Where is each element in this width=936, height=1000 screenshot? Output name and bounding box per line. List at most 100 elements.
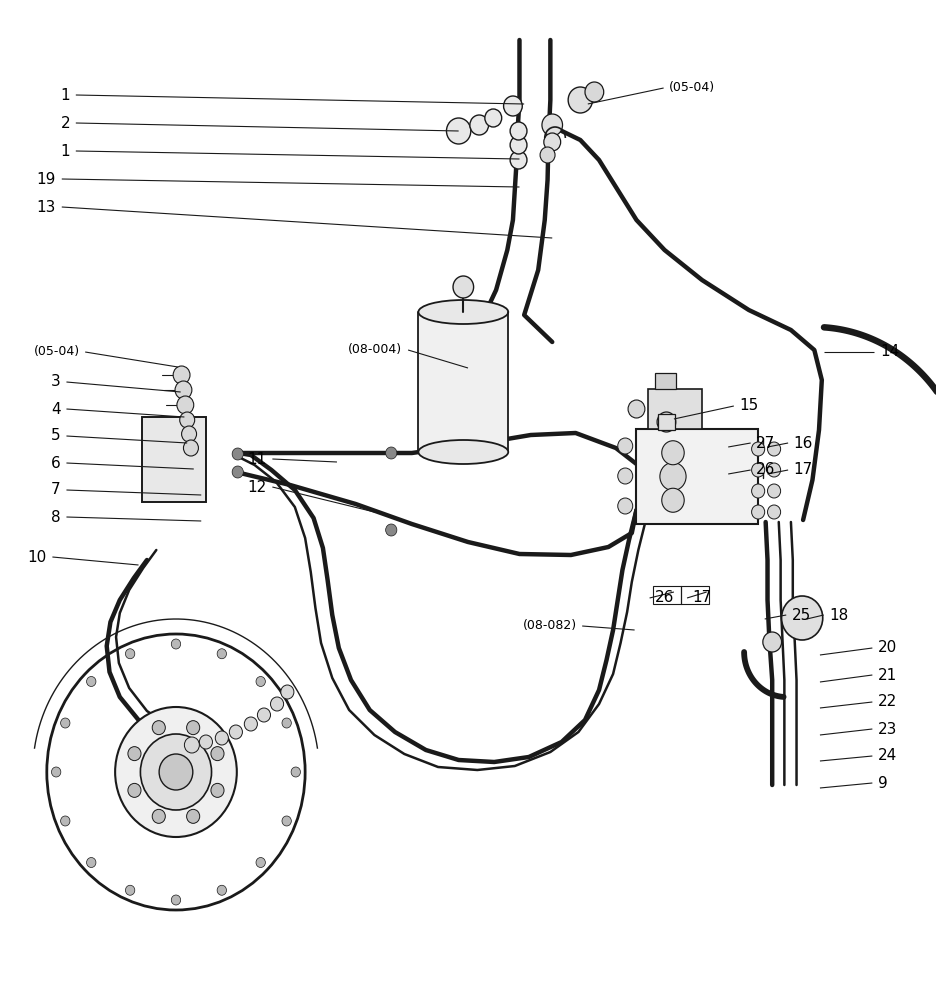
Circle shape [244, 717, 257, 731]
Circle shape [752, 505, 765, 519]
Circle shape [282, 718, 291, 728]
Circle shape [199, 735, 212, 749]
Ellipse shape [418, 300, 508, 324]
Circle shape [217, 649, 227, 659]
Circle shape [446, 118, 471, 144]
Bar [653, 586, 709, 604]
Circle shape [618, 438, 633, 454]
Text: 10: 10 [27, 550, 47, 564]
Circle shape [229, 725, 242, 739]
Circle shape [510, 151, 527, 169]
Text: 24: 24 [878, 748, 898, 764]
Circle shape [271, 697, 284, 711]
Circle shape [186, 809, 199, 823]
Circle shape [782, 596, 823, 640]
Bar [648, 389, 702, 429]
Circle shape [173, 366, 190, 384]
Text: 4: 4 [51, 401, 61, 416]
Circle shape [232, 466, 243, 478]
Bar [658, 414, 675, 430]
Circle shape [86, 676, 95, 686]
Circle shape [763, 632, 782, 652]
Text: 5: 5 [51, 428, 61, 444]
Circle shape [232, 448, 243, 460]
Circle shape [171, 895, 181, 905]
Text: (05-04): (05-04) [669, 82, 715, 95]
Circle shape [257, 708, 271, 722]
Circle shape [211, 783, 224, 797]
Text: 21: 21 [878, 668, 898, 682]
Circle shape [171, 639, 181, 649]
Bar [655, 373, 676, 389]
Circle shape [657, 412, 676, 432]
Text: 26: 26 [655, 590, 675, 605]
Bar [142, 417, 206, 502]
Circle shape [153, 721, 166, 735]
Circle shape [256, 858, 266, 868]
Text: 22: 22 [878, 694, 898, 710]
Text: 19: 19 [37, 172, 56, 186]
Circle shape [175, 381, 192, 399]
Circle shape [128, 747, 141, 761]
Bar [418, 312, 508, 452]
Circle shape [61, 718, 70, 728]
Circle shape [217, 885, 227, 895]
Circle shape [504, 96, 522, 116]
Circle shape [453, 276, 474, 298]
Text: 17: 17 [794, 462, 813, 478]
Text: 2: 2 [61, 115, 70, 130]
Text: 25: 25 [792, 607, 812, 622]
Circle shape [386, 447, 397, 459]
Circle shape [281, 685, 294, 699]
Circle shape [115, 707, 237, 837]
Circle shape [510, 136, 527, 154]
Text: (08-082): (08-082) [522, 619, 577, 633]
Circle shape [662, 488, 684, 512]
Circle shape [186, 721, 199, 735]
Text: 9: 9 [878, 776, 887, 790]
Circle shape [568, 87, 592, 113]
Text: 7: 7 [51, 483, 61, 497]
Circle shape [61, 816, 70, 826]
Circle shape [544, 133, 561, 151]
Circle shape [291, 767, 300, 777]
Circle shape [660, 462, 686, 490]
Text: (08-004): (08-004) [348, 344, 402, 357]
Circle shape [752, 463, 765, 477]
Circle shape [485, 109, 502, 127]
Circle shape [128, 783, 141, 797]
Circle shape [140, 734, 212, 810]
Text: 17: 17 [693, 590, 712, 605]
Circle shape [125, 885, 135, 895]
Circle shape [184, 737, 199, 753]
Circle shape [159, 754, 193, 790]
Text: 8: 8 [51, 510, 61, 524]
Text: 14: 14 [880, 344, 899, 360]
Circle shape [125, 649, 135, 659]
Circle shape [752, 442, 765, 456]
Circle shape [177, 396, 194, 414]
Circle shape [768, 463, 781, 477]
Circle shape [282, 816, 291, 826]
Text: 3: 3 [51, 374, 61, 389]
Text: 12: 12 [247, 480, 267, 494]
Circle shape [618, 468, 633, 484]
Ellipse shape [418, 440, 508, 464]
Text: 15: 15 [739, 398, 759, 414]
Circle shape [180, 412, 195, 428]
Bar [636, 429, 758, 524]
Text: 11: 11 [247, 452, 267, 466]
Text: 20: 20 [878, 641, 898, 656]
Text: 13: 13 [37, 200, 56, 215]
Circle shape [768, 505, 781, 519]
Text: 26: 26 [756, 462, 776, 478]
Circle shape [183, 440, 198, 456]
Circle shape [182, 426, 197, 442]
Circle shape [618, 498, 633, 514]
Circle shape [215, 731, 228, 745]
Text: 23: 23 [878, 722, 898, 736]
Text: 1: 1 [61, 88, 70, 103]
Text: 18: 18 [829, 607, 849, 622]
Text: 27: 27 [756, 436, 776, 450]
Circle shape [211, 747, 224, 761]
